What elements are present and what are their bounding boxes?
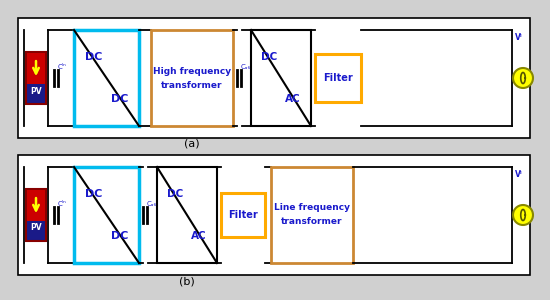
Text: Vᴵ: Vᴵ [515, 33, 522, 42]
Text: Filter: Filter [323, 73, 353, 83]
Text: Cᴵⁿ: Cᴵⁿ [58, 201, 67, 207]
Text: DC: DC [111, 231, 128, 241]
Text: DC: DC [167, 189, 183, 199]
Bar [26, 52, 46, 104]
Text: Line frequency: Line frequency [274, 203, 350, 212]
Circle shape [513, 68, 533, 88]
Text: DC: DC [85, 52, 102, 62]
Text: Cₐ₆: Cₐ₆ [147, 201, 157, 207]
Text: AC: AC [191, 231, 207, 241]
Bar [27, 190, 45, 221]
Text: Cᴵⁿ: Cᴵⁿ [58, 64, 67, 70]
Bar [157, 167, 217, 263]
Text: DC: DC [261, 52, 277, 62]
Bar [74, 30, 139, 126]
Bar [271, 167, 353, 263]
Bar [151, 30, 233, 126]
Text: transformer: transformer [281, 218, 343, 226]
Text: PV: PV [30, 224, 42, 232]
Text: DC: DC [111, 94, 128, 104]
Text: transformer: transformer [161, 80, 223, 89]
Bar [18, 155, 530, 275]
Text: Vᴵ: Vᴵ [515, 170, 522, 179]
Bar [74, 167, 139, 263]
Text: DC: DC [85, 189, 102, 199]
Text: PV: PV [30, 86, 42, 95]
Bar [26, 189, 46, 241]
Bar [221, 193, 265, 237]
Text: (a): (a) [184, 139, 200, 149]
Text: Filter: Filter [228, 210, 258, 220]
Text: (b): (b) [179, 276, 195, 286]
Circle shape [513, 205, 533, 225]
Bar [315, 54, 361, 102]
Text: High frequency: High frequency [153, 67, 231, 76]
Bar [251, 30, 311, 126]
Text: Cₐ₆: Cₐ₆ [241, 64, 251, 70]
Bar [27, 53, 45, 84]
Text: AC: AC [285, 94, 301, 104]
Bar [18, 18, 530, 138]
